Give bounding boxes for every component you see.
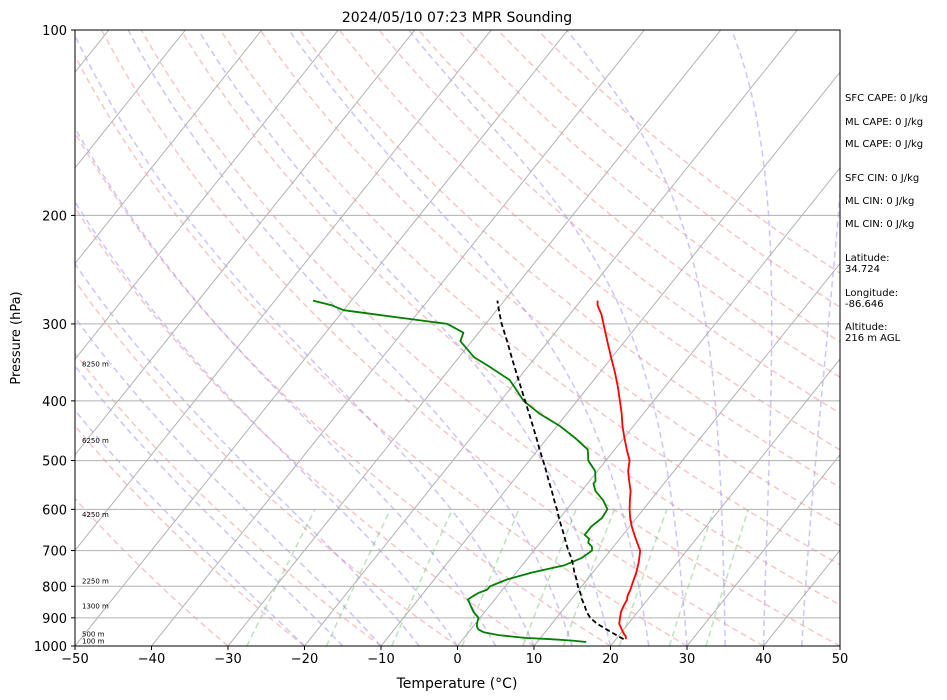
x-tick-label: −30	[214, 652, 241, 667]
isotherm-gridline	[75, 30, 569, 646]
isotherm-gridline	[304, 30, 798, 646]
moist-adiabat-line	[288, 30, 650, 646]
y-tick-label: 600	[42, 503, 67, 518]
x-tick-label: 50	[832, 652, 849, 667]
x-axis: −50 −40 −30 −20 −10 0 10 20 30 40 50	[61, 646, 848, 667]
isotherm-gridline	[75, 30, 416, 456]
y-tick-label: 800	[42, 580, 67, 595]
y-tick-label: 1000	[34, 640, 67, 655]
mixing-ratio-line	[325, 508, 392, 646]
ml-cape-label-2: ML CAPE: 0 J/kg	[845, 139, 924, 150]
altitude-label: Altitude: 216 m AGL	[845, 322, 901, 344]
isotherm-gridline	[227, 30, 722, 646]
y-tick-label: 200	[42, 209, 67, 224]
grid-lines	[75, 30, 840, 646]
moist-adiabat-line	[565, 30, 727, 646]
x-tick-label: −20	[291, 652, 318, 667]
dry-adiabat-line	[378, 30, 840, 415]
ml-cin-label-2: ML CIN: 0 J/kg	[845, 219, 915, 230]
dry-adiabat-line	[75, 352, 382, 646]
mixing-ratio-line	[668, 509, 715, 646]
dry-adiabat-line	[75, 206, 535, 646]
x-tick-label: 40	[755, 652, 772, 667]
ml-cin-label: ML CIN: 0 J/kg	[845, 196, 915, 207]
height-label: 2250 m	[82, 578, 109, 586]
moist-adiabat-line	[127, 30, 574, 646]
isotherm-gridline	[75, 30, 339, 360]
longitude-label: Longitude: -86.646	[845, 288, 899, 310]
y-tick-label: 900	[42, 612, 67, 627]
mixing-ratio-line	[246, 508, 316, 646]
dewpoint-trace	[312, 299, 609, 643]
x-tick-label: −10	[367, 652, 394, 667]
dry-adiabat-line	[457, 30, 840, 343]
dry-adiabat-line	[75, 131, 611, 646]
dry-adiabat-line	[140, 30, 840, 646]
dry-adiabat-line	[75, 279, 458, 646]
x-axis-label: Temperature (°C)	[396, 676, 518, 692]
y-tick-label: 400	[42, 395, 67, 410]
y-axis: 100 200 300 400 500 600 700 800 900 1000	[34, 24, 75, 655]
x-tick-label: −50	[61, 652, 88, 667]
moist-adiabat-line	[801, 185, 840, 646]
isotherm-gridline	[533, 262, 840, 646]
latitude-label: Latitude: 34.724	[845, 253, 890, 275]
dry-adiabat-line	[100, 30, 764, 646]
isotherm-gridline	[75, 30, 263, 265]
isotherm-gridline	[686, 453, 840, 646]
sfc-cin-label: SFC CIN: 0 J/kg	[845, 173, 920, 184]
moist-adiabat-line	[75, 316, 382, 646]
height-label: 500 m	[82, 631, 105, 639]
x-tick-label: 30	[679, 652, 696, 667]
x-tick-label: −40	[138, 652, 165, 667]
sfc-cape-label: SFC CAPE: 0 J/kg	[845, 93, 928, 104]
y-axis-label: Pressure (hPa)	[9, 291, 24, 384]
height-label: 100 m	[82, 638, 105, 646]
moist-adiabat-line	[75, 200, 459, 646]
isotherm-gridline	[610, 358, 840, 646]
height-label: 6250 m	[82, 437, 109, 445]
dry-adiabat-line	[75, 54, 688, 646]
y-tick-label: 700	[42, 545, 67, 560]
height-label: 1300 m	[82, 603, 109, 611]
height-label: 4250 m	[82, 511, 109, 519]
temperature-trace	[596, 300, 642, 640]
sounding-traces	[312, 299, 642, 643]
dry-adiabat-line	[259, 30, 840, 527]
dry-adiabat-line	[417, 30, 840, 379]
y-tick-label: 100	[42, 24, 67, 39]
dry-adiabat-line	[180, 30, 840, 606]
isotherm-gridline	[380, 71, 840, 646]
dry-adiabat-line	[219, 30, 840, 566]
x-tick-label: 10	[526, 652, 543, 667]
moist-adiabat-line	[75, 262, 420, 646]
moist-adiabat-line	[75, 34, 535, 646]
moist-adiabat-line	[75, 126, 497, 646]
height-label: 8250 m	[82, 361, 109, 369]
moist-adiabat-line	[197, 30, 612, 646]
isotherm-gridline	[457, 167, 840, 646]
moist-adiabat-line	[75, 364, 344, 646]
isotherm-gridline	[75, 30, 492, 552]
dry-adiabat-line	[75, 497, 229, 646]
parcel-path-trace	[496, 300, 625, 640]
ml-cape-label: ML CAPE: 0 J/kg	[845, 117, 924, 128]
y-tick-label: 500	[42, 455, 67, 470]
plot-frame	[74, 29, 841, 647]
isotherm-gridline	[75, 30, 186, 169]
mixing-ratio-line	[522, 509, 577, 646]
x-tick-label: 20	[602, 652, 619, 667]
background-lines	[75, 30, 840, 646]
y-tick-label: 300	[42, 318, 67, 333]
moist-adiabat-line	[731, 30, 773, 646]
isotherm-gridline	[151, 30, 645, 646]
moist-adiabat-line	[75, 409, 306, 646]
moist-adiabat-line	[408, 30, 688, 646]
x-tick-label: 0	[453, 652, 461, 667]
chart-title: 2024/05/10 07:23 MPR Sounding	[342, 10, 572, 26]
